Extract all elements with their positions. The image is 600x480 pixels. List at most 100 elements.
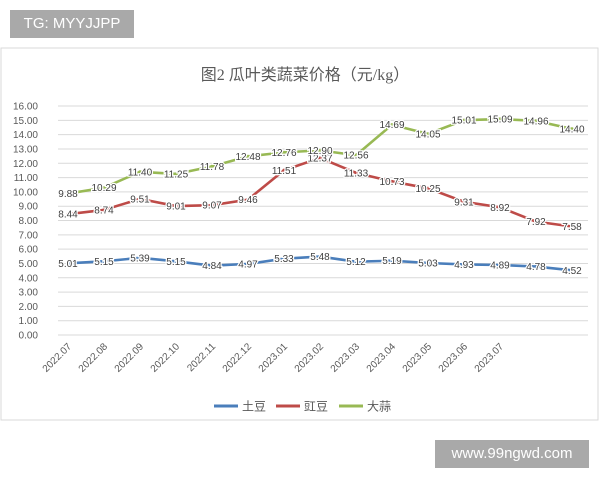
data-label: 11.33 [344, 168, 369, 179]
data-label: 14.05 [415, 129, 440, 140]
data-point [462, 118, 466, 122]
data-point [66, 261, 70, 265]
data-point [174, 172, 178, 176]
data-point [138, 197, 142, 201]
y-axis: 0.00 1.00 2.00 3.00 4.00 5.00 6.00 7.00 8.00 9.00… [13, 102, 38, 342]
data-label: 12.37 [307, 153, 332, 164]
y-tick-label: 9.00 [19, 202, 39, 213]
data-label: 9.01 [166, 202, 186, 213]
data-label: 8.92 [490, 203, 510, 214]
data-label: 8.74 [94, 205, 114, 216]
y-tick-label: 5.00 [19, 259, 39, 270]
data-point [570, 268, 574, 272]
data-label: 5.12 [346, 257, 366, 268]
data-point [102, 208, 106, 212]
data-point [102, 259, 106, 263]
y-tick-label: 1.00 [19, 316, 39, 327]
data-label: 15.09 [487, 115, 512, 126]
data-point [390, 179, 394, 184]
data-point [210, 203, 214, 207]
data-label: 9.31 [454, 197, 474, 208]
data-label: 15.01 [451, 116, 476, 127]
data-point [66, 212, 70, 216]
data-label: 5.03 [418, 259, 438, 270]
data-label: 10.29 [91, 183, 116, 194]
data-label: 7.92 [526, 217, 546, 228]
data-point [318, 156, 322, 160]
data-labels: 5.01 5.15 5.39 5.15 4.84 4.97 5.33 5.48 5.12 5.19… [57, 113, 586, 278]
data-label: 14.96 [523, 116, 548, 127]
legend-label: 土豆 [242, 400, 266, 414]
data-point [426, 132, 430, 136]
y-tick-label: 11.00 [14, 173, 39, 184]
data-label: 11.78 [200, 162, 225, 173]
watermark-top-left: TG: MYYJJPP [10, 10, 134, 38]
data-label: 9.07 [202, 201, 222, 212]
data-point [210, 264, 214, 268]
data-label: 12.90 [307, 146, 332, 157]
data-point [282, 150, 286, 154]
data-point [426, 186, 430, 190]
data-label: 11.25 [164, 169, 189, 180]
data-label: 10.73 [379, 177, 404, 188]
data-label: 5.01 [58, 259, 78, 270]
data-point [318, 148, 322, 152]
chart-title: 图2 瓜叶类蔬菜价格（元/kg） [201, 66, 409, 84]
data-label: 4.93 [454, 260, 474, 271]
data-point [390, 123, 394, 127]
data-label: 5.39 [130, 253, 150, 264]
chart-border [0, 47, 599, 421]
data-label: 12.56 [343, 151, 368, 162]
y-tick-label: 13.00 [13, 144, 38, 155]
data-point [282, 257, 286, 261]
watermark-bottom-right: www.99ngwd.com [435, 440, 589, 468]
y-tick-label: 3.00 [19, 288, 39, 299]
data-point [498, 117, 502, 121]
grid [58, 105, 588, 336]
data-label: 12.76 [271, 148, 296, 159]
data-label: 4.89 [490, 261, 510, 272]
y-tick-label: 2.00 [19, 302, 39, 313]
data-label: 5.48 [310, 252, 330, 263]
data-point [66, 191, 70, 196]
data-point [534, 220, 538, 224]
data-point [462, 200, 466, 204]
data-point [318, 254, 322, 259]
data-point [246, 198, 250, 202]
data-point [570, 224, 574, 229]
data-label: 5.15 [166, 257, 186, 268]
data-point [534, 264, 538, 269]
data-point [462, 262, 466, 267]
data-point [390, 259, 394, 263]
legend-label: 大蒜 [367, 400, 391, 414]
data-point [282, 168, 286, 172]
legend: 土豆 豇豆 大蒜 [214, 400, 391, 414]
y-tick-label: 7.00 [19, 230, 39, 241]
data-point [354, 260, 358, 264]
y-tick-label: 0.00 [19, 331, 39, 342]
data-point [354, 153, 358, 157]
data-point [426, 261, 430, 265]
data-point [498, 263, 502, 267]
data-point [498, 205, 502, 209]
data-label: 9.88 [58, 189, 78, 200]
data-point [174, 259, 178, 263]
y-tick-label: 4.00 [19, 273, 39, 284]
data-point [534, 119, 538, 123]
data-label: 5.15 [94, 257, 114, 268]
data-label: 5.19 [382, 256, 402, 267]
data-label: 4.78 [526, 262, 546, 273]
data-point [174, 204, 178, 208]
y-tick-label: 16.00 [13, 102, 38, 113]
data-label: 7.58 [562, 222, 582, 233]
data-label: 8.44 [58, 210, 78, 221]
y-tick-label: 8.00 [19, 216, 39, 227]
series [66, 117, 574, 272]
data-label: 9.46 [238, 195, 258, 206]
y-tick-label: 10.00 [13, 187, 38, 198]
data-label: 5.33 [274, 254, 294, 265]
data-point [246, 262, 250, 266]
data-point [138, 170, 142, 174]
